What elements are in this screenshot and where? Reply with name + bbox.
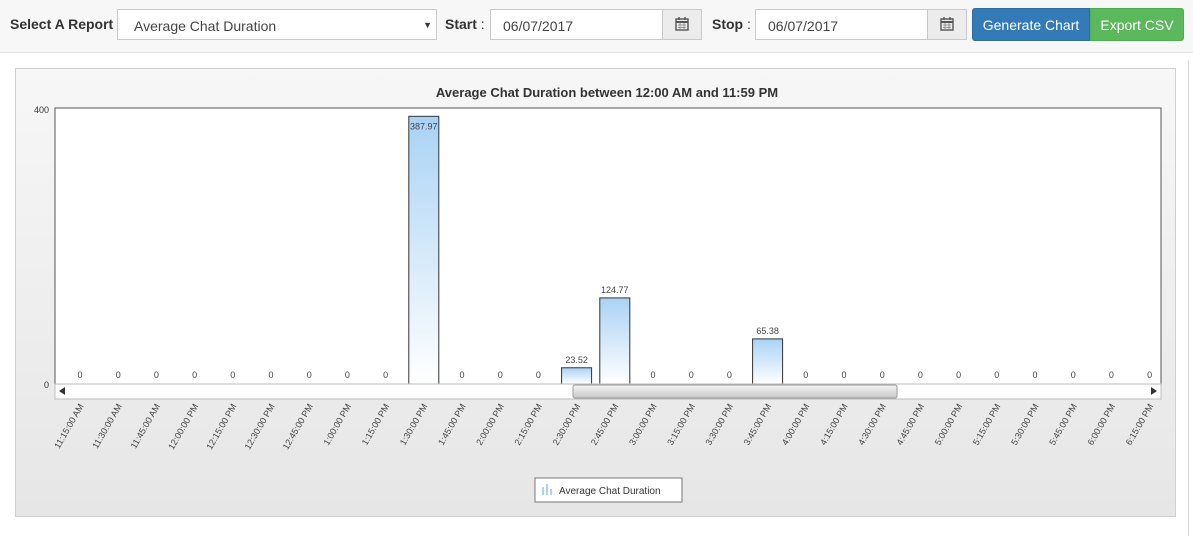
bar — [408, 115, 440, 385]
x-tick-label: 5:30:00 PM — [1009, 402, 1041, 447]
x-tick-labels: 11:15:00 AM 11:30:00 AM 11:45:00 AM 12:00:0… — [52, 402, 1155, 451]
x-tick-label: 12:30:00 PM — [243, 402, 277, 451]
bar-value-label: 0 — [383, 370, 388, 380]
x-tick-label: 1:30:00 PM — [398, 402, 430, 447]
report-toolbar: Select A Report Average Chat Duration ▼ … — [0, 0, 1193, 53]
bar-value-label: 0 — [727, 370, 732, 380]
x-tick-label: 3:15:00 PM — [665, 402, 697, 447]
bar-value-label: 0 — [803, 370, 808, 380]
bar-value-label: 0 — [268, 370, 273, 380]
x-tick-label: 3:45:00 PM — [742, 402, 774, 447]
y-tick-max: 400 — [34, 105, 49, 115]
bar-value-label: 0 — [230, 370, 235, 380]
horizontal-scrollbar[interactable] — [54, 383, 1162, 400]
bar-series — [408, 115, 784, 385]
x-tick-label: 12:00:00 PM — [166, 402, 200, 451]
bar — [561, 367, 593, 385]
scroll-right-icon[interactable] — [1151, 387, 1157, 395]
value-labels: 0 0 0 0 0 0 0 0 0 387.97 0 0 0 23.52 124.77 0 0 0 65.38 0 0 0… — [77, 121, 1152, 380]
bar-value-label: 0 — [956, 370, 961, 380]
bar-value-label: 0 — [650, 370, 655, 380]
stop-date-value: 06/07/2017 — [768, 18, 839, 34]
bar-value-label: 0 — [459, 370, 464, 380]
x-tick-label: 5:00:00 PM — [933, 402, 965, 447]
x-tick-label: 11:30:00 AM — [90, 402, 124, 450]
bar-chart: Average Chat Duration between 12:00 AM a… — [34, 85, 1162, 503]
x-tick-label: 1:00:00 PM — [321, 402, 353, 447]
stop-calendar-button[interactable] — [927, 10, 966, 39]
x-tick-label: 1:45:00 PM — [436, 402, 468, 447]
bar-value-label: 124.77 — [601, 285, 629, 295]
calendar-icon — [940, 17, 954, 31]
x-tick-label: 3:00:00 PM — [627, 402, 659, 447]
report-select[interactable]: Average Chat Duration ▼ — [117, 9, 437, 40]
chevron-down-icon: ▼ — [423, 20, 432, 30]
x-tick-label: 5:15:00 PM — [971, 402, 1003, 447]
x-tick-label: 6:00:00 PM — [1085, 402, 1117, 447]
bar-value-label: 0 — [1109, 370, 1114, 380]
x-tick-label: 4:00:00 PM — [780, 402, 812, 447]
bar-value-label: 23.52 — [565, 355, 588, 365]
report-select-value: Average Chat Duration — [134, 18, 277, 34]
x-tick-label: 4:45:00 PM — [894, 402, 926, 447]
scroll-left-icon[interactable] — [59, 387, 65, 395]
calendar-icon — [675, 17, 689, 31]
bar — [752, 338, 784, 385]
x-tick-label: 5:45:00 PM — [1047, 402, 1079, 447]
bar-value-label: 0 — [192, 370, 197, 380]
x-tick-label: 12:45:00 PM — [281, 402, 315, 451]
x-tick-label: 4:15:00 PM — [818, 402, 850, 447]
x-tick-label: 12:15:00 PM — [204, 402, 238, 451]
scrollbar-thumb[interactable] — [572, 384, 898, 399]
x-tick-label: 3:30:00 PM — [703, 402, 735, 447]
page-scroll-edge — [1188, 60, 1189, 536]
chart-panel: Average Chat Duration between 12:00 AM a… — [15, 68, 1176, 517]
bar-value-label: 0 — [1071, 370, 1076, 380]
x-tick-label: 11:45:00 AM — [129, 402, 163, 450]
bar-value-label: 0 — [918, 370, 923, 380]
bar-value-label: 0 — [841, 370, 846, 380]
start-calendar-button[interactable] — [662, 10, 701, 39]
x-tick-label: 2:30:00 PM — [551, 402, 583, 447]
stop-label: Stop : — [712, 16, 751, 32]
legend-box — [534, 477, 683, 503]
bar-chart-icon — [542, 484, 552, 495]
bar-value-label: 0 — [345, 370, 350, 380]
generate-chart-button[interactable]: Generate Chart — [972, 8, 1090, 41]
bar-value-label: 0 — [77, 370, 82, 380]
bar-value-label: 0 — [154, 370, 159, 380]
start-date-value: 06/07/2017 — [503, 18, 574, 34]
legend-label: Average Chat Duration — [559, 486, 661, 497]
bar-value-label: 0 — [1147, 370, 1152, 380]
start-date-field[interactable]: 06/07/2017 — [490, 9, 702, 40]
stop-date-field[interactable]: 06/07/2017 — [755, 9, 967, 40]
bar-value-label: 0 — [498, 370, 503, 380]
bar-value-label: 0 — [1032, 370, 1037, 380]
bar-value-label: 0 — [880, 370, 885, 380]
bar-value-label: 65.38 — [756, 326, 779, 336]
x-tick-label: 6:15:00 PM — [1124, 402, 1156, 447]
bar-value-label: 0 — [307, 370, 312, 380]
bar-value-label: 0 — [536, 370, 541, 380]
bar-value-label: 0 — [689, 370, 694, 380]
chart-title: Average Chat Duration between 12:00 AM a… — [436, 85, 778, 100]
x-tick-label: 4:30:00 PM — [856, 402, 888, 447]
bar-value-label: 0 — [116, 370, 121, 380]
legend: Average Chat Duration — [534, 477, 683, 503]
y-tick-min: 0 — [44, 380, 49, 390]
bar — [599, 297, 631, 385]
x-tick-label: 2:45:00 PM — [589, 402, 621, 447]
x-tick-label: 2:00:00 PM — [474, 402, 506, 447]
export-csv-button[interactable]: Export CSV — [1090, 8, 1184, 41]
x-tick-label: 11:15:00 AM — [52, 402, 86, 450]
bar-value-label: 0 — [994, 370, 999, 380]
x-tick-label: 1:15:00 PM — [360, 402, 392, 447]
report-select-label: Select A Report — [10, 16, 114, 32]
x-tick-label: 2:15:00 PM — [512, 402, 544, 447]
bar-value-label: 387.97 — [410, 121, 438, 131]
start-label: Start : — [445, 16, 485, 32]
